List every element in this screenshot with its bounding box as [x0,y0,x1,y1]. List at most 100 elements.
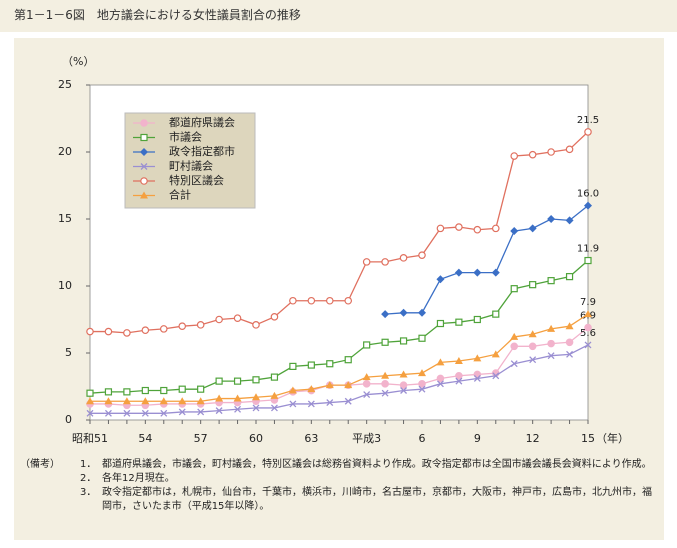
data-point [399,337,408,345]
data-point [436,374,445,383]
data-point [547,339,555,348]
data-point [528,150,537,159]
notes-heading [20,486,80,514]
data-point [363,391,371,398]
data-point [510,227,519,236]
data-point [159,397,168,405]
data-point [529,356,537,364]
data-point [491,350,500,358]
data-point [547,352,555,360]
note: （備考） 1． 都道府県議会，市議会，町村議会，特別区議会は総務省資料より作成。政令… [20,458,660,472]
data-point [510,332,519,340]
data-point [344,381,353,389]
data-point [528,330,537,338]
legend-label: 市議会 [169,130,202,144]
data-point [565,273,574,281]
data-point [233,394,242,402]
data-point [399,308,408,317]
data-point [252,376,260,384]
data-point [215,407,223,415]
data-point [141,397,150,405]
legend-label: 町村議会 [169,159,213,173]
data-point [565,338,574,347]
data-point [399,254,408,262]
data-point [252,321,260,329]
data-point [344,397,352,405]
data-point [215,315,223,324]
note: 3． 政令指定都市は，札幌市，仙台市，千葉市，横浜市，川崎市，名古屋市，京都市，大… [20,486,660,514]
data-point [252,393,260,401]
data-point [492,310,500,318]
data-point [528,342,537,351]
data-point [473,225,482,234]
y-tick-label: 5 [65,346,72,359]
legend-marker [140,148,148,156]
data-point [510,360,518,368]
data-point [289,400,297,408]
data-point [418,369,426,377]
note-number: 2． [80,473,97,484]
data-point [325,381,334,389]
data-point [307,400,315,408]
data-point [436,224,445,233]
x-tick-label: 12 [526,432,540,445]
data-point [288,386,297,394]
data-point [547,324,556,332]
data-point [547,277,555,285]
legend-marker [140,163,148,170]
data-point [436,275,445,284]
data-point [104,388,113,396]
data-point [436,319,445,328]
data-point [381,389,389,397]
data-point [196,397,205,405]
data-point [455,371,463,380]
data-point [418,380,426,388]
data-point [123,409,131,417]
data-point [270,391,279,399]
data-point [400,387,408,394]
data-point [178,385,186,393]
data-point [455,223,463,231]
data-label: 21.5 [577,115,599,126]
data-point [197,385,205,393]
data-point [418,308,426,317]
series-line [90,344,589,414]
data-point [399,370,408,378]
data-point [362,380,371,388]
data-point [362,258,371,266]
data-point [215,394,224,402]
data-point [473,268,482,277]
legend-label: 合計 [169,188,191,202]
legend-label: 都道府県議会 [169,115,235,129]
data-point [565,322,574,330]
note-number: 1． [80,459,97,470]
data-point [566,350,574,358]
data-point [86,409,94,417]
data-point [123,329,131,337]
x-tick-label: 63 [304,432,318,445]
y-tick-label: 0 [65,413,72,426]
data-point [86,389,94,397]
data-point [418,385,426,393]
x-tick-label: 15 [581,432,595,445]
data-label: 11.9 [577,244,599,255]
x-tick-label: 60 [249,432,263,445]
data-point [510,152,519,160]
data-point [178,408,186,416]
data-point [381,338,389,346]
series-line [90,131,589,334]
note-text: 各年12月現在。 [102,473,175,484]
data-point [418,251,426,259]
data-point [104,327,113,336]
data-point [528,224,537,233]
data-point [270,373,279,381]
data-point [418,334,426,342]
figure-title: 第1－1－6図 地方議会における女性議員割合の推移 [0,0,677,32]
data-point [381,380,389,388]
data-point [141,386,149,395]
data-point [381,310,390,319]
data-point [510,342,519,351]
data-point [307,296,316,305]
data-label: 5.6 [580,328,596,339]
